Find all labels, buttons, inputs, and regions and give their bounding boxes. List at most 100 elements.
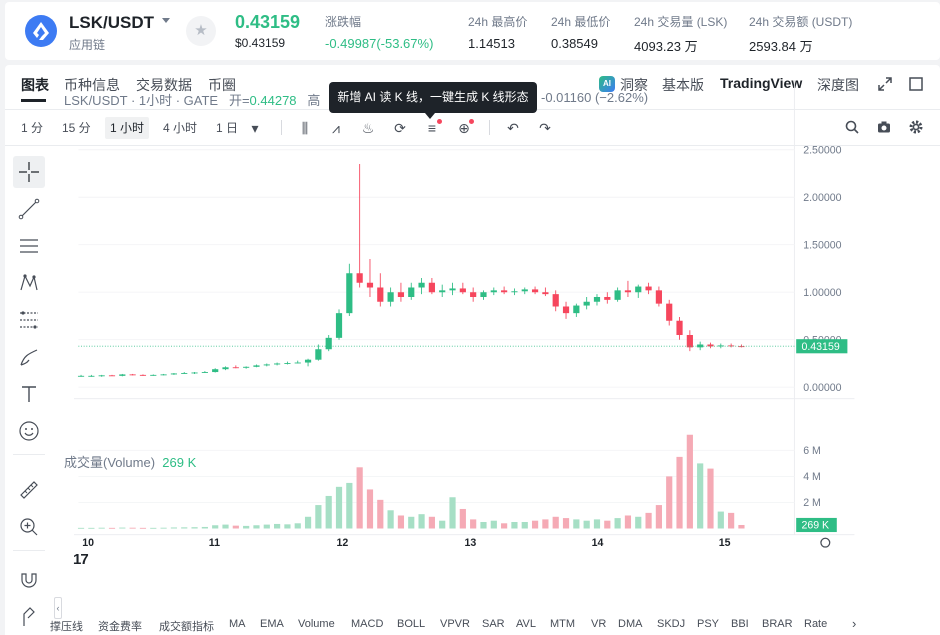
volume-bar	[614, 518, 621, 529]
tv-logo-text: 17	[73, 551, 89, 568]
tab-depth[interactable]: 深度图	[817, 77, 859, 93]
indicator-bbi[interactable]: BBI	[731, 618, 749, 630]
indicator-macd[interactable]: MACD	[351, 618, 384, 630]
volume-bar	[397, 515, 405, 529]
time-tick-label: 12	[336, 537, 348, 549]
emoji-tool-icon[interactable]	[13, 415, 45, 447]
interval-1h[interactable]: 1 小时	[105, 117, 150, 139]
interval-4h[interactable]: 4 小时	[163, 121, 198, 135]
volume-bar	[542, 519, 549, 529]
candle-body	[315, 349, 322, 360]
indicator-psy[interactable]: PSY	[697, 618, 720, 630]
indicator-brar[interactable]: BRAR	[762, 618, 793, 630]
indicator-support-resistance[interactable]: 撑压线	[50, 621, 83, 633]
volume-bar	[212, 525, 219, 529]
indicator-skdj[interactable]: SKDJ	[657, 618, 686, 630]
candle-body	[346, 273, 353, 314]
candle-body	[614, 290, 621, 300]
interval-1d[interactable]: 1 日	[216, 121, 239, 135]
indicator-avl[interactable]: AVL	[516, 618, 536, 630]
tab-trade-data[interactable]: 交易数据	[136, 77, 192, 93]
candle-body	[160, 374, 167, 376]
indicator-vpvr[interactable]: VPVR	[440, 618, 470, 630]
time-tick-label: 15	[719, 537, 731, 549]
alert-bell-icon[interactable]: ♨	[361, 120, 375, 136]
stat-label: 涨跌幅	[325, 15, 362, 29]
undo-icon[interactable]: ↶	[507, 120, 519, 136]
lock-drawing-icon[interactable]	[13, 601, 45, 633]
tab-community[interactable]: 币圈	[208, 77, 236, 93]
zoom-in-icon[interactable]	[13, 511, 45, 543]
indicator-dma[interactable]: DMA	[618, 618, 643, 630]
ai-kline-tooltip: 新增 AI 读 K 线，一键生成 K 线形态	[329, 82, 537, 119]
toolbar-separator	[13, 550, 45, 551]
candle-body	[552, 294, 559, 307]
volume-bar	[284, 524, 291, 529]
volume-bar	[686, 434, 693, 529]
volume-bar	[459, 508, 466, 529]
volume-bar	[728, 512, 735, 529]
collapse-toolbar-icon[interactable]: ‹	[54, 597, 62, 619]
legend-open-value: 0.44278	[249, 93, 297, 108]
tab-tradingview[interactable]: TradingView	[720, 75, 803, 91]
chain-label: 应用链	[69, 38, 106, 52]
tab-insight[interactable]: 洞察	[620, 77, 648, 93]
candle-body	[387, 292, 394, 302]
stat-value: 0.38549	[551, 36, 598, 51]
indicator-mtm[interactable]: MTM	[550, 618, 576, 630]
toolbar-separator	[281, 120, 282, 135]
chart-settings-icon[interactable]	[820, 537, 831, 548]
pair-symbol[interactable]: LSK/USDT	[69, 13, 154, 32]
settings-gear-icon[interactable]	[909, 120, 923, 134]
indicator-ma[interactable]: MA	[229, 618, 246, 630]
search-icon[interactable]	[845, 120, 859, 134]
trend-line-icon[interactable]	[13, 193, 45, 225]
tab-basic[interactable]: 基本版	[662, 77, 704, 93]
volume-bar	[304, 516, 312, 529]
ruler-tool-icon[interactable]	[13, 474, 45, 506]
volume-bar	[377, 499, 384, 529]
indicator-turnover[interactable]: 成交额指标	[159, 621, 214, 633]
interval-1m[interactable]: 1 分	[21, 121, 44, 135]
tradingview-logo[interactable]: 17	[73, 551, 89, 568]
indicator-rate[interactable]: Rate	[804, 618, 828, 630]
candle-type-icon[interactable]: ⫼	[301, 120, 309, 136]
tab-chart[interactable]: 图表	[21, 77, 49, 93]
indicators-icon[interactable]: ⩘	[332, 120, 340, 136]
interval-15m[interactable]: 15 分	[62, 121, 91, 135]
indicator-sar[interactable]: SAR	[482, 618, 505, 630]
interval-dropdown-icon[interactable]: ▾	[251, 120, 259, 136]
window-icon[interactable]	[909, 77, 923, 91]
indicator-volume[interactable]: Volume	[298, 618, 335, 630]
add-indicator-icon[interactable]: ⊕	[454, 117, 474, 139]
candle-body	[119, 374, 126, 376]
indicator-funding-rate[interactable]: 资金费率	[98, 621, 142, 633]
stat-low: 24h 最低价 0.38549	[551, 13, 610, 51]
fullscreen-icon[interactable]	[878, 77, 892, 91]
candle-body	[294, 362, 301, 364]
crosshair-tool-icon[interactable]	[13, 156, 45, 188]
magnet-icon[interactable]	[13, 563, 45, 595]
brush-tool-icon[interactable]	[13, 341, 45, 373]
indicator-scroll-right-icon[interactable]: ›	[852, 616, 857, 631]
volume-bar	[98, 527, 105, 529]
redo-icon[interactable]: ↷	[539, 120, 551, 136]
ai-kline-icon[interactable]: ≡	[422, 117, 442, 139]
text-tool-icon[interactable]	[13, 378, 45, 410]
pair-dropdown-icon[interactable]	[162, 18, 170, 23]
pattern-tool-icon[interactable]	[13, 267, 45, 299]
fib-retracement-icon[interactable]	[13, 304, 45, 336]
indicator-boll[interactable]: BOLL	[397, 618, 426, 630]
tab-coin-info[interactable]: 币种信息	[64, 77, 120, 93]
camera-icon[interactable]	[877, 120, 891, 134]
price-chart[interactable]: 2.500002.000001.500001.000000.500000.000…	[0, 80, 879, 570]
ai-insight-icon[interactable]: AI	[599, 76, 615, 92]
horizontal-lines-icon[interactable]	[13, 230, 45, 262]
new-dot	[437, 119, 442, 124]
volume-bar	[738, 524, 745, 529]
indicator-vr[interactable]: VR	[591, 618, 607, 630]
favorite-star-icon[interactable]: ★	[186, 16, 216, 46]
replay-icon[interactable]: ⟳	[394, 120, 406, 136]
volume-bar	[181, 527, 188, 529]
indicator-ema[interactable]: EMA	[260, 618, 284, 630]
